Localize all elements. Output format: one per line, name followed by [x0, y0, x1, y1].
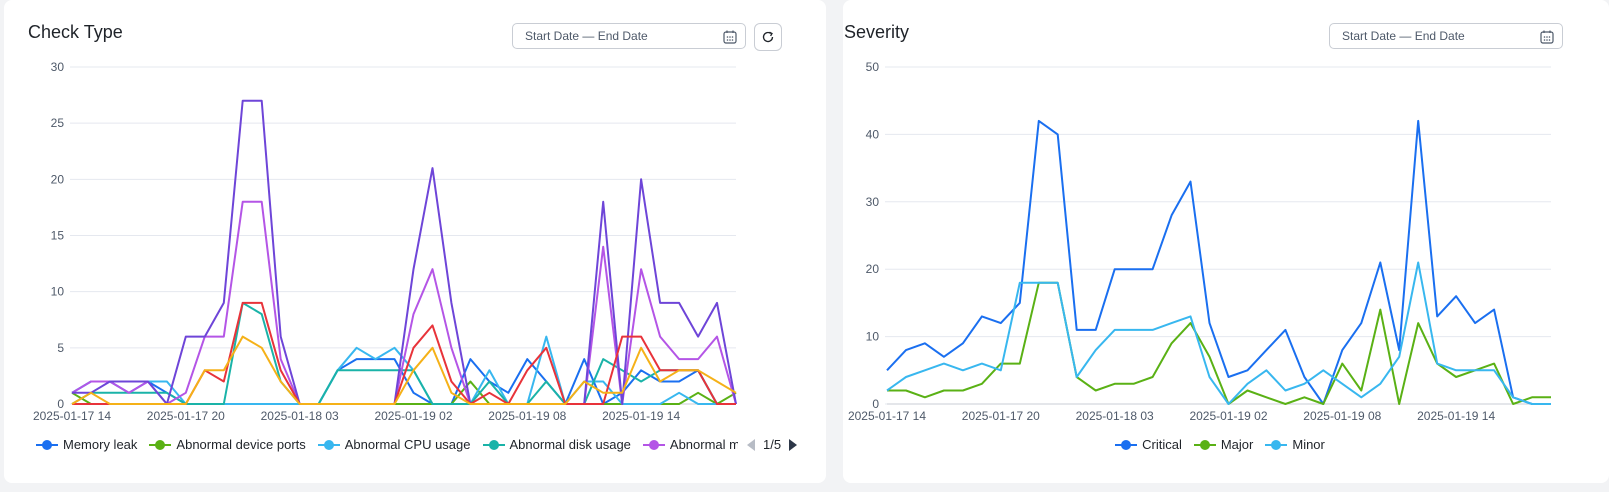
- legend-page-indicator: 1/5: [763, 437, 782, 452]
- x-tick-label: 2025-01-19 14: [1417, 409, 1495, 423]
- legend-item[interactable]: Critical: [1115, 437, 1182, 452]
- x-tick-label: 2025-01-17 20: [962, 409, 1040, 423]
- chart-title: Check Type: [28, 22, 123, 42]
- x-tick-label: 2025-01-19 08: [488, 409, 566, 423]
- legend-item[interactable]: Abnormal CPU usage: [317, 437, 471, 452]
- legend-label: Abnormal CPU usage: [344, 437, 471, 452]
- series-line-memory-leak: [71, 358, 736, 405]
- legend-label: Abnormal device ports: [176, 437, 306, 452]
- y-tick-label: 40: [866, 127, 880, 141]
- legend-item[interactable]: Major: [1193, 437, 1254, 452]
- check-type-card: Check Type Start Date — End Date 0 5 10 15 2…: [4, 0, 826, 483]
- legend-label: Abnormal disk usage: [509, 437, 631, 452]
- legend-item[interactable]: Abnormal memory usage: [642, 437, 738, 452]
- date-range-placeholder: Start Date — End Date: [525, 29, 648, 43]
- y-tick-label: 0: [872, 397, 879, 411]
- legend-swatch-icon: [1115, 439, 1138, 450]
- legend-item[interactable]: Abnormal disk usage: [482, 437, 631, 452]
- x-tick-label: 2025-01-17 14: [33, 409, 111, 423]
- y-tick-label: 0: [57, 397, 64, 411]
- legend-swatch-icon: [1193, 439, 1216, 450]
- legend-item[interactable]: Abnormal device ports: [149, 437, 306, 452]
- series-line-abnormal-process: [72, 99, 737, 405]
- severity-card: Severity Start Date — End Date 0 10 20 30 40…: [843, 0, 1609, 483]
- x-tick-label: 2025-01-19 02: [1189, 409, 1267, 423]
- calendar-icon: [1540, 30, 1554, 44]
- refresh-button[interactable]: [754, 23, 782, 51]
- calendar-icon: [723, 30, 737, 44]
- legend-swatch-icon: [149, 439, 172, 450]
- legend-label: Critical: [1142, 437, 1182, 452]
- y-tick-label: 10: [51, 285, 65, 299]
- x-tick-label: 2025-01-17 20: [147, 409, 225, 423]
- y-tick-label: 30: [866, 195, 880, 209]
- legend-item[interactable]: Memory leak: [36, 437, 137, 452]
- date-range-picker[interactable]: Start Date — End Date: [1329, 23, 1563, 49]
- legend-pager: 1/5: [746, 437, 798, 452]
- severity-line-chart: 0 10 20 30 40 50 2025-01-17 14 2025-01-17 20 202…: [848, 60, 1551, 423]
- x-tick-label: 2025-01-18 03: [1076, 409, 1154, 423]
- chart-legend: Critical Major Minor: [843, 437, 1609, 457]
- x-tick-label: 2025-01-17 14: [848, 409, 926, 423]
- date-range-picker[interactable]: Start Date — End Date: [512, 23, 746, 49]
- series-line-critical: [886, 119, 1551, 405]
- legend-label: Memory leak: [63, 437, 138, 452]
- y-tick-label: 10: [866, 330, 880, 344]
- legend-next-icon[interactable]: [788, 438, 798, 452]
- series-line-abnormal-service: [71, 335, 737, 405]
- chart-title: Severity: [844, 22, 910, 42]
- legend-label: Abnormal memory usage: [669, 437, 738, 452]
- x-tick-label: 2025-01-18 03: [261, 409, 339, 423]
- series-line-minor: [886, 261, 1551, 405]
- x-tick-label: 2025-01-19 14: [602, 409, 680, 423]
- check-type-line-chart: 0 5 10 15 20 25 30 2025-01-17 14 2025-01-17 20 20…: [33, 60, 737, 423]
- legend-label: Minor: [1292, 437, 1325, 452]
- legend-viewport: Memory leak Abnormal device ports Abnormal…: [36, 437, 738, 457]
- legend-prev-icon[interactable]: [746, 438, 756, 452]
- legend-swatch-icon: [36, 439, 58, 450]
- legend-swatch-icon: [642, 439, 665, 450]
- legend-swatch-icon: [317, 439, 340, 450]
- legend-label: Major: [1220, 437, 1254, 452]
- y-tick-label: 25: [51, 116, 65, 130]
- y-tick-label: 5: [57, 341, 64, 355]
- series-line-abnormal-memory-usage: [71, 200, 737, 405]
- x-tick-label: 2025-01-19 08: [1303, 409, 1381, 423]
- legend-swatch-icon: [482, 439, 505, 450]
- refresh-icon: [762, 31, 774, 43]
- y-tick-label: 15: [51, 229, 65, 243]
- series-line-major: [887, 281, 1551, 405]
- y-tick-label: 30: [51, 60, 65, 74]
- y-tick-label: 50: [866, 60, 880, 74]
- chart-legend: Memory leak Abnormal device ports Abnormal…: [36, 437, 738, 457]
- legend-item[interactable]: Minor: [1265, 437, 1325, 452]
- x-tick-label: 2025-01-19 02: [374, 409, 452, 423]
- y-tick-label: 20: [51, 172, 65, 186]
- y-tick-label: 20: [866, 262, 880, 276]
- legend-swatch-icon: [1265, 439, 1288, 450]
- date-range-placeholder: Start Date — End Date: [1342, 29, 1465, 43]
